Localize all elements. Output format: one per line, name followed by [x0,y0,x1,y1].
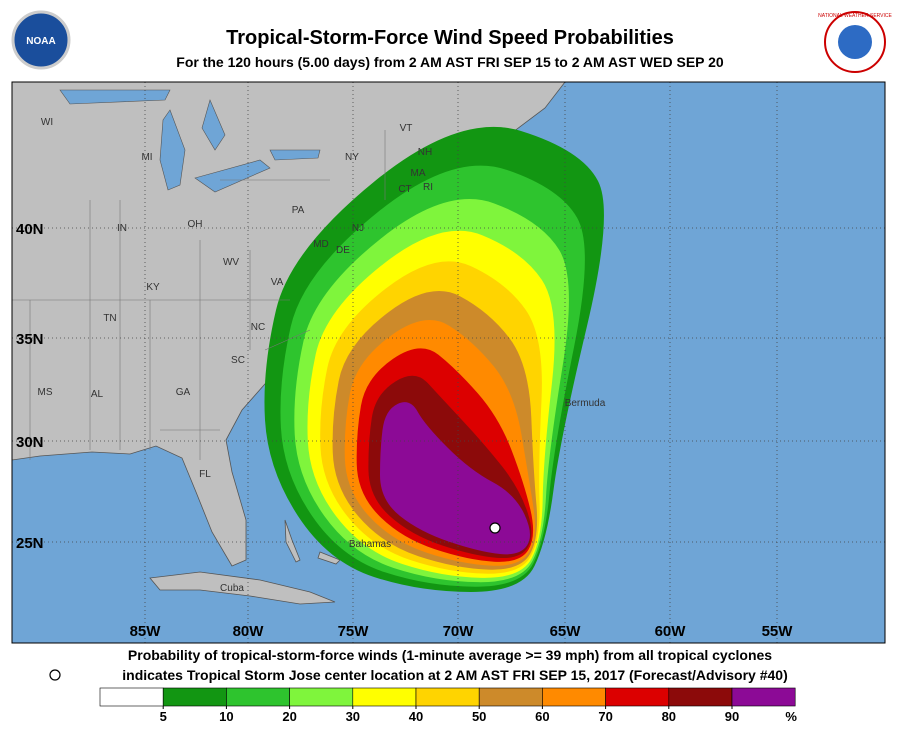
footer-line2: indicates Tropical Storm Jose center loc… [122,667,788,683]
place-label: VT [400,123,413,134]
place-label: Bermuda [565,398,606,409]
legend-swatch [226,687,290,707]
place-label: GA [176,387,191,398]
legend-swatch [478,687,543,707]
lon-label: 80W [233,623,265,640]
place-label: KY [146,282,160,293]
nws-logo-inner [838,25,872,59]
place-label: NY [345,152,359,163]
nws-logo-text: NATIONAL WEATHER SERVICE [818,13,892,19]
legend-swatch [668,687,733,707]
legend-tick-label: 90 [725,709,739,724]
legend-swatch [542,687,606,707]
state-borders [12,130,386,460]
place-label: NC [251,322,265,333]
place-label: Cuba [220,583,244,594]
place-label: TN [103,313,116,324]
place-label: CT [398,184,411,195]
place-label: VA [271,277,284,288]
legend-tick-label: 10 [219,709,233,724]
noaa-logo-text: NOAA [26,36,55,47]
place-label: DE [336,245,350,256]
place-label: MA [411,168,426,179]
storm-center-key [49,669,61,681]
noaa-logo [11,10,71,70]
legend-swatch [162,687,227,707]
place-label: SC [231,355,245,366]
place-label: IN [117,223,127,234]
lon-label: 65W [550,623,582,640]
legend-swatch [352,687,417,707]
contour [380,402,530,555]
legend-tick-label: 60 [535,709,549,724]
lon-label: 55W [762,623,794,640]
legend-swatch [605,687,670,707]
lon-label: 85W [130,623,162,640]
place-label: WV [223,257,239,268]
place-label: Bahamas [349,539,391,550]
lon-label: 70W [443,623,475,640]
bahamas [284,519,341,565]
legend-tick-label: 70 [598,709,612,724]
legend-tick-label: 20 [282,709,296,724]
subtitle: For the 120 hours (5.00 days) from 2 AM … [176,54,724,70]
lat-label: 25N [16,535,44,552]
legend-swatch [415,687,480,707]
cuba [149,571,336,605]
legend-tick-label: 5 [160,709,167,724]
storm-center [489,522,501,534]
legend-tick-label: 30 [346,709,360,724]
lat-label: 40N [16,221,44,238]
legend-swatch [99,687,164,707]
place-label: OH [188,219,203,230]
place-label: RI [423,182,433,193]
legend-unit: % [785,709,797,724]
probability-contours [264,126,604,593]
lon-label: 75W [338,623,370,640]
lat-label: 35N [16,331,44,348]
map-frame [11,81,886,644]
place-label: AL [91,389,104,400]
legend-swatch [289,687,354,707]
place-label: FL [199,469,211,480]
footer-line1: Probability of tropical-storm-force wind… [128,647,772,663]
place-label: NJ [352,223,364,234]
place-label: MD [313,239,329,250]
great-lakes [59,89,321,193]
title: Tropical-Storm-Force Wind Speed Probabil… [226,27,674,49]
lat-label: 30N [16,434,44,451]
legend-swatch [731,687,796,707]
place-label: MS [38,387,53,398]
legend-tick-label: 50 [472,709,486,724]
legend-tick-label: 40 [409,709,423,724]
legend-tick-label: 80 [662,709,676,724]
legend: 5 10 20 30 40 50 60 70 80 90% [99,687,797,724]
place-label: MI [141,152,152,163]
place-label: NH [418,147,432,158]
place-label: PA [292,205,305,216]
lon-label: 60W [655,623,687,640]
place-label: WI [41,117,53,128]
